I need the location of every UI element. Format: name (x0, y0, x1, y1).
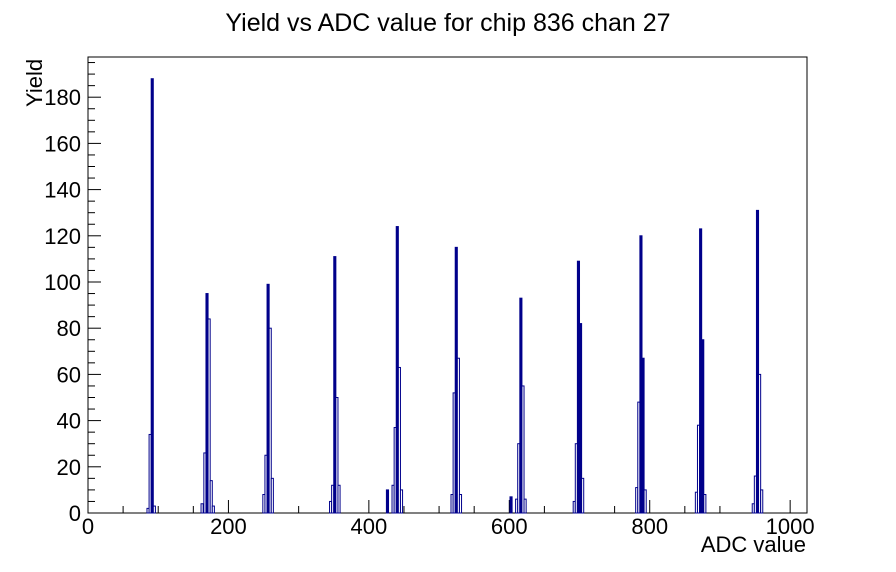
histogram-bin (758, 373, 762, 514)
x-tick-label: 1000 (766, 514, 815, 539)
histogram-bin (333, 256, 337, 514)
chart-title: Yield vs ADC value for chip 836 chan 27 (225, 9, 671, 37)
x-axis-title: ADC value (701, 532, 806, 557)
histogram-bin (385, 489, 390, 514)
y-tick-label: 140 (44, 178, 81, 203)
x-tick-label: 200 (210, 514, 247, 539)
plot-frame (87, 56, 808, 514)
y-axis-title: Yield (22, 59, 47, 107)
histogram-bin (270, 477, 274, 514)
histogram-bin (703, 494, 707, 514)
x-tick-label: 800 (631, 514, 668, 539)
histogram-bin (523, 498, 527, 514)
histogram-bin (152, 505, 156, 514)
x-tick-label: 400 (351, 514, 388, 539)
histogram-bin (150, 78, 154, 514)
histogram-bin (579, 323, 583, 514)
y-tick-label: 60 (57, 362, 81, 387)
histogram-bin (207, 318, 211, 514)
histogram-bin (458, 494, 463, 514)
histogram-bin (521, 385, 525, 514)
histogram-bin (335, 396, 339, 514)
histogram-bin (200, 503, 204, 514)
x-tick-label: 0 (82, 514, 94, 539)
y-tick-label: 80 (57, 316, 81, 341)
histogram-bin (337, 484, 341, 514)
histogram-bin (643, 489, 647, 514)
y-tick-label: 100 (44, 270, 81, 295)
histogram-bin (755, 209, 760, 514)
histogram-bin (268, 327, 272, 514)
histogram-bin (399, 489, 404, 514)
y-tick-label: 160 (44, 131, 81, 156)
y-tick-label: 40 (57, 409, 81, 434)
histogram-bin (760, 489, 764, 514)
histogram-bin (211, 505, 215, 514)
histogram-bin (209, 480, 213, 514)
histogram-bin (581, 477, 585, 514)
histogram-bin (641, 357, 645, 514)
histogram-bin (701, 339, 705, 514)
y-tick-label: 20 (57, 455, 81, 480)
histogram-bin (509, 496, 513, 514)
y-tick-label: 120 (44, 224, 81, 249)
x-tick-label: 600 (491, 514, 528, 539)
y-tick-label: 180 (44, 85, 81, 110)
histogram-bin (456, 357, 460, 514)
histogram-bin (397, 366, 401, 514)
y-tick-label: 0 (69, 501, 81, 526)
